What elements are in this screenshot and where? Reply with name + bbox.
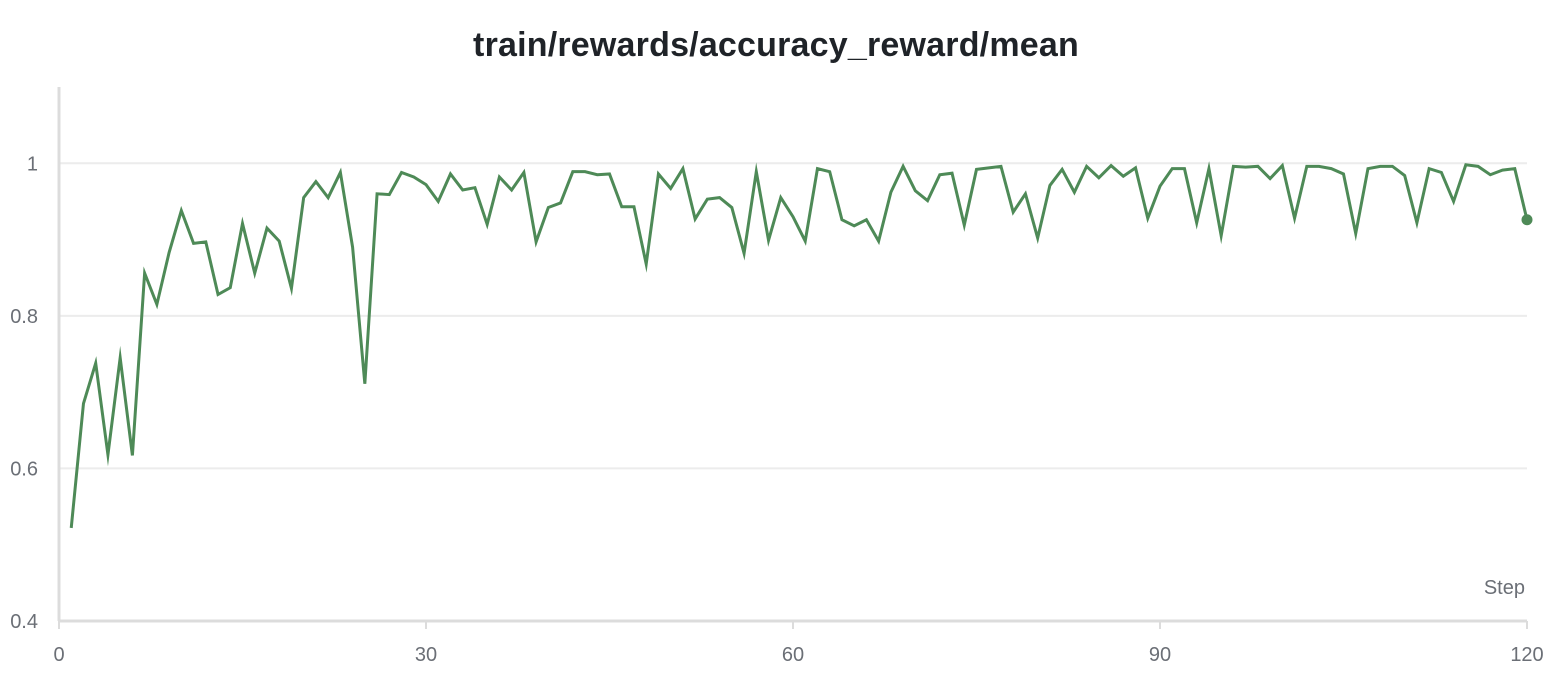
tick-labels: 0.4 0.6 0.8 1 0 30 60 90 120 Step [10, 153, 1544, 666]
y-tick-label: 0.6 [10, 458, 38, 480]
series-layer [69, 161, 1533, 529]
x-tick-label: 60 [782, 644, 804, 666]
chart-title: train/rewards/accuracy_reward/mean [473, 26, 1079, 64]
gridlines [59, 162, 1527, 470]
x-tick-label: 120 [1510, 644, 1543, 666]
y-tick-label: 0.4 [10, 611, 38, 633]
x-axis-label: Step [1484, 577, 1525, 599]
axes [57, 87, 1528, 629]
series-line [69, 161, 1529, 529]
y-tick-label: 1 [27, 153, 38, 175]
x-tick-label: 90 [1149, 644, 1171, 666]
series-end-point [1521, 214, 1533, 226]
x-tick-label: 0 [53, 644, 64, 666]
y-tick-label: 0.8 [10, 306, 38, 328]
x-tick-label: 30 [415, 644, 437, 666]
